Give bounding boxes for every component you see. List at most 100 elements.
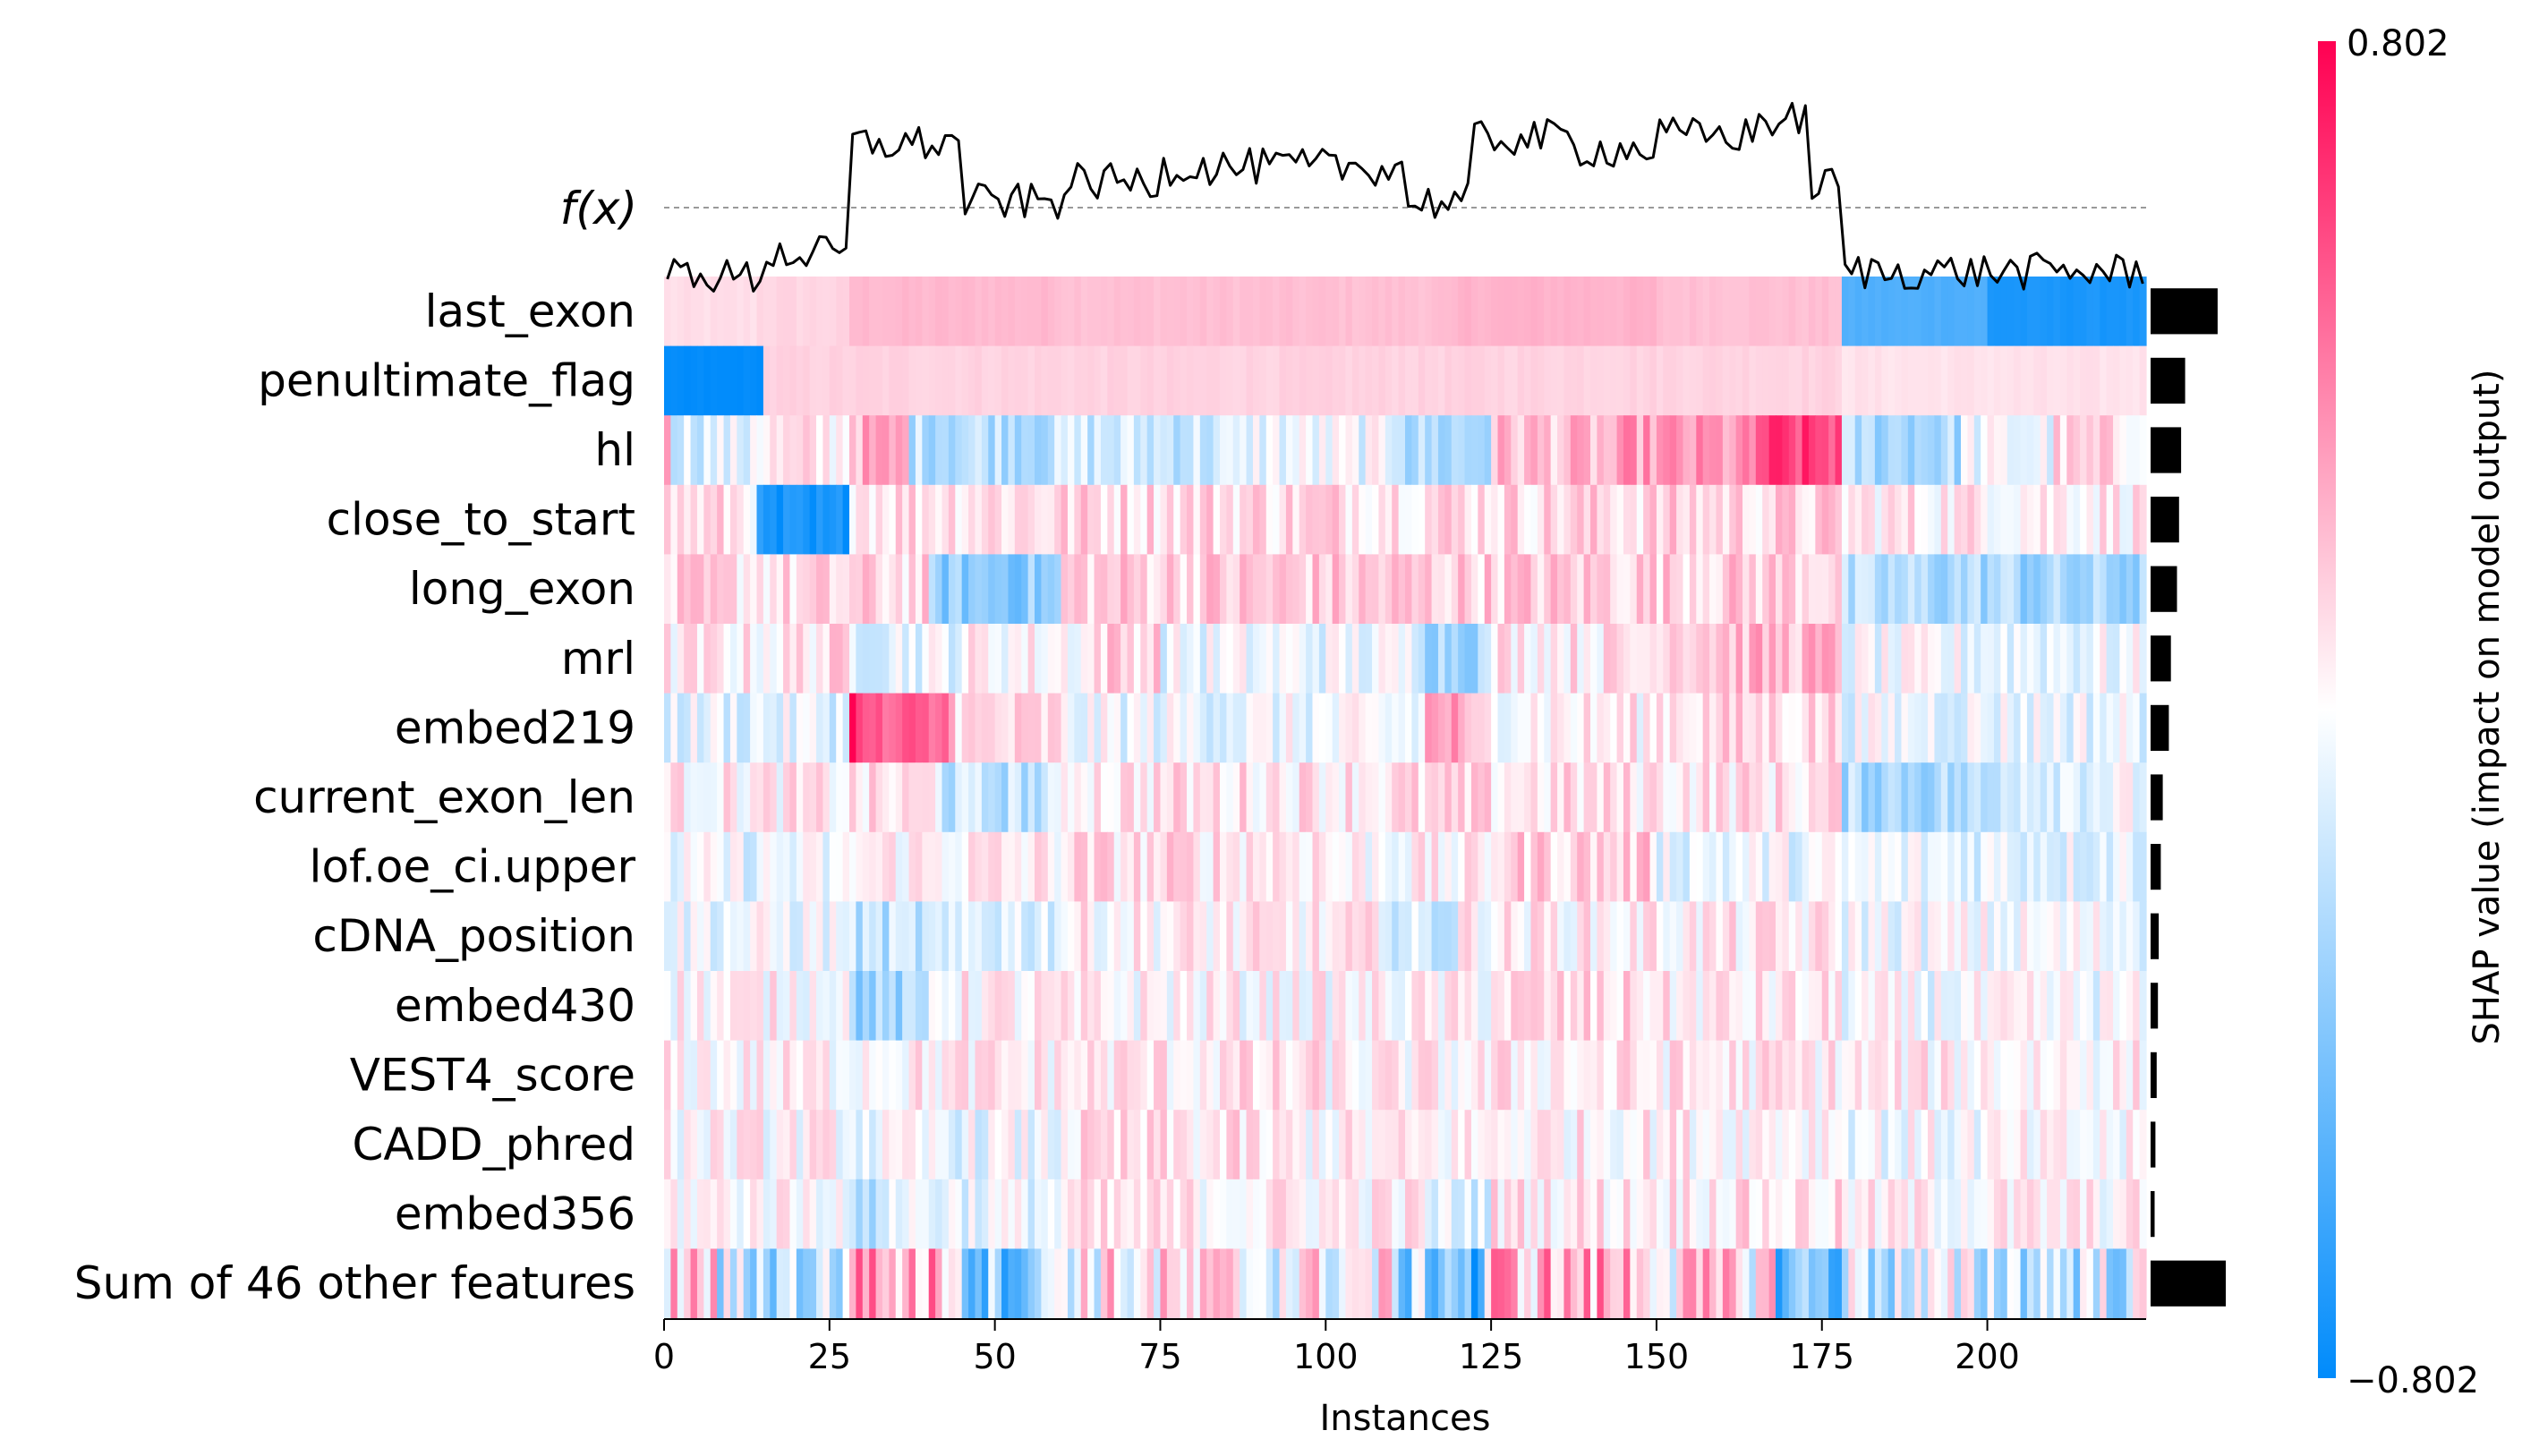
heat-cell-11-92 [1273,1040,1281,1111]
heat-cell-9-149 [1649,901,1657,972]
heat-cell-12-214 [2080,1110,2088,1180]
heat-cell-7-188 [1907,762,1915,833]
heat-cell-10-195 [1954,971,1962,1041]
heat-cell-6-36 [902,693,910,763]
heat-cell-13-193 [1940,1179,1948,1249]
heat-cell-11-112 [1405,1040,1412,1111]
heat-cell-14-172 [1802,1248,1810,1319]
feature-label: CADD_phred [352,1119,635,1171]
heat-cell-9-170 [1788,901,1796,972]
heat-cell-9-24 [822,901,831,972]
heat-cell-7-185 [1887,762,1896,833]
heat-cell-9-75 [1160,901,1168,972]
heat-cell-11-118 [1444,1040,1453,1111]
heat-cell-4-45 [961,554,969,625]
heat-cell-3-220 [2119,484,2127,555]
heat-cell-1-75 [1160,345,1168,416]
heat-cell-4-95 [1292,554,1300,625]
heat-cell-6-179 [1848,693,1856,763]
heat-cell-12-164 [1749,1110,1757,1180]
heat-cell-13-67 [1107,1179,1115,1249]
heat-cell-12-98 [1312,1110,1320,1180]
heat-cell-5-138 [1577,624,1585,694]
heat-cell-6-33 [882,693,890,763]
heat-cell-8-222 [2133,831,2141,902]
heat-cell-7-130 [1524,762,1532,833]
heat-cell-10-13 [750,971,758,1041]
heat-cell-0-66 [1100,277,1108,346]
heat-cell-3-201 [1993,484,2001,555]
heat-cell-11-26 [836,1040,844,1111]
heat-cell-13-148 [1643,1179,1651,1249]
heat-cell-10-168 [1776,971,1783,1041]
heat-cell-9-25 [829,901,837,972]
heat-cell-4-167 [1768,554,1776,625]
heat-cell-5-216 [2092,624,2100,694]
heat-cell-5-185 [1887,624,1896,694]
heat-cell-12-184 [1881,1110,1889,1180]
heat-cell-7-121 [1464,762,1472,833]
heat-cell-8-164 [1749,831,1757,902]
heat-cell-11-182 [1868,1040,1876,1111]
heat-cell-14-30 [862,1248,870,1319]
heat-cell-1-125 [1491,345,1499,416]
heat-cell-12-84 [1220,1110,1227,1180]
heat-cell-9-102 [1339,901,1347,972]
heat-cell-0-89 [1252,277,1260,346]
heat-cell-5-61 [1067,624,1075,694]
heat-cell-5-188 [1907,624,1915,694]
heat-cell-8-185 [1887,831,1896,902]
heat-cell-9-29 [856,901,864,972]
heat-cell-2-168 [1776,415,1783,486]
heat-cell-12-190 [1921,1110,1929,1180]
heat-cell-7-97 [1306,762,1314,833]
heat-cell-7-208 [2040,762,2048,833]
heat-cell-7-146 [1630,762,1638,833]
heat-cell-8-199 [1981,831,1989,902]
heat-cell-10-219 [2113,971,2121,1041]
heat-cell-8-22 [809,831,817,902]
heat-cell-9-21 [803,901,811,972]
heat-cell-3-23 [816,484,824,555]
heat-cell-0-161 [1729,277,1737,346]
heat-cell-3-104 [1351,484,1359,555]
heat-cell-10-91 [1265,971,1274,1041]
heat-cell-12-135 [1557,1110,1565,1180]
heat-cell-4-188 [1907,554,1915,625]
heat-cell-1-66 [1100,345,1108,416]
heat-cell-1-167 [1768,345,1776,416]
heat-cell-5-147 [1636,624,1644,694]
heat-cell-3-132 [1537,484,1545,555]
heat-cell-6-144 [1616,693,1624,763]
heat-cell-3-193 [1940,484,1948,555]
heat-cell-14-143 [1610,1248,1618,1319]
importance-bar [2151,1191,2155,1238]
heat-cell-5-136 [1563,624,1572,694]
heat-cell-10-11 [737,971,745,1041]
heat-cell-11-210 [2053,1040,2061,1111]
heat-cell-0-216 [2092,277,2100,346]
heat-cell-13-106 [1365,1179,1373,1249]
heat-cell-1-10 [729,345,737,416]
heat-cell-3-180 [1854,484,1862,555]
heat-cell-4-122 [1470,554,1478,625]
heat-cell-13-140 [1590,1179,1598,1249]
heat-cell-4-148 [1643,554,1651,625]
heat-cell-0-62 [1074,277,1082,346]
heat-cell-13-23 [816,1179,824,1249]
heat-cell-0-110 [1392,277,1400,346]
heat-cell-11-34 [889,1040,897,1111]
heat-cell-0-198 [1973,277,1981,346]
heat-cell-9-47 [975,901,983,972]
heat-cell-6-150 [1656,693,1664,763]
heat-cell-5-99 [1318,624,1326,694]
colorbar-gradient [2318,41,2336,1378]
heat-cell-13-154 [1683,1179,1691,1249]
heat-cell-14-136 [1563,1248,1572,1319]
heat-cell-12-105 [1359,1110,1367,1180]
heat-cell-12-69 [1120,1110,1129,1180]
heat-cell-13-197 [1967,1179,1975,1249]
heat-cell-1-17 [776,345,784,416]
heat-cell-3-3 [684,484,692,555]
heat-cell-4-145 [1623,554,1631,625]
